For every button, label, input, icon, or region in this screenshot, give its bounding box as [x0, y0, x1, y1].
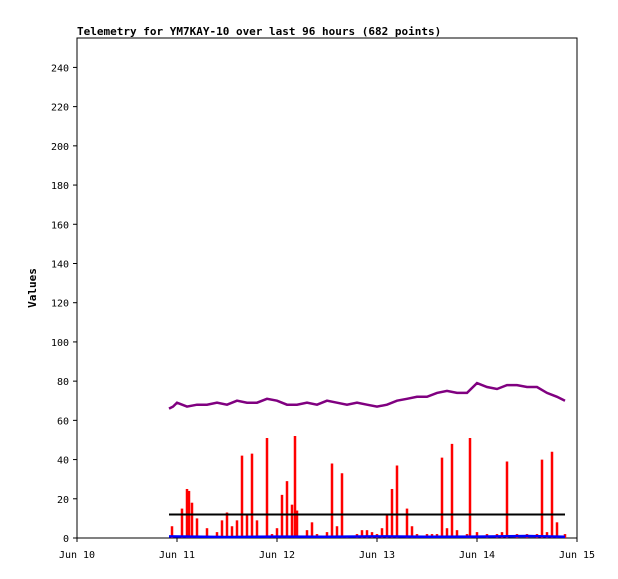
plot-frame: [76, 37, 578, 539]
y-tick-label: 180: [51, 181, 69, 192]
y-axis-label: Values: [26, 268, 39, 308]
y-axis: 0 20 40 60 80 100 120 140 160 180 200 220 240: [51, 63, 77, 545]
y-tick-label: 240: [51, 63, 69, 74]
x-axis: Jun 10 Jun 11 Jun 12 Jun 13 Jun 14 Jun 15: [59, 538, 595, 561]
y-tick-label: 100: [51, 338, 69, 349]
x-tick-label: Jun 11: [159, 550, 195, 561]
y-tick-label: 0: [63, 534, 69, 545]
y-tick-label: 220: [51, 103, 69, 114]
x-tick-label: Jun 13: [359, 550, 395, 561]
y-tick-label: 200: [51, 142, 69, 153]
y-tick-label: 140: [51, 259, 69, 270]
y-tick-label: 120: [51, 299, 69, 310]
series-line-0: [168, 381, 566, 410]
x-tick-label: Jun 15: [559, 550, 595, 561]
x-tick-label: Jun 12: [259, 550, 295, 561]
y-tick-label: 20: [57, 495, 69, 506]
y-tick-label: 80: [57, 377, 69, 388]
x-tick-label: Jun 14: [459, 550, 495, 561]
series-group: [168, 381, 567, 539]
chart-title: Telemetry for YM7KAY-10 over last 96 hou…: [77, 25, 441, 38]
y-tick-label: 40: [57, 456, 69, 467]
series-line-3: [168, 534, 566, 539]
y-tick-label: 60: [57, 416, 69, 427]
y-tick-label: 160: [51, 220, 69, 231]
x-tick-label: Jun 10: [59, 550, 95, 561]
series-spikes: [170, 436, 567, 538]
